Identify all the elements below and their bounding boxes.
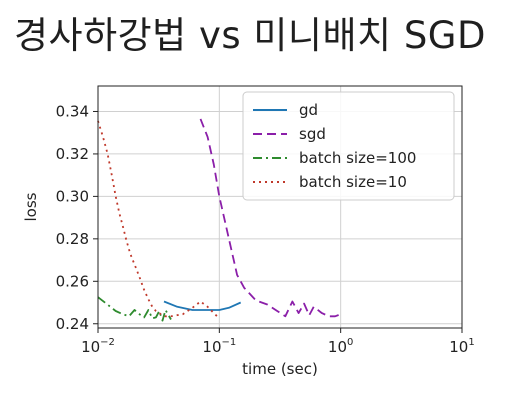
y-axis-label: loss [22,192,40,221]
chart-panel: 10−2 10−1 100 101 0.24 0.26 0.28 0.30 0.32 0.34 t… [0,66,512,400]
series-line-batch-size-100 [97,296,172,322]
plot-frame [97,85,463,329]
x-tick-label: 10−2 [81,337,115,356]
legend-label: batch size=10 [299,173,407,191]
legend-label: gd [299,101,318,119]
x-tick-label: 101 [449,337,474,356]
y-tick-label: 0.32 [56,145,89,163]
y-tick-label: 0.28 [56,230,89,248]
legend: gd sgd batch size=100 batch size=10 [242,91,455,201]
legend-label: sgd [299,125,326,143]
axis-ticks: 10−2 10−1 100 101 0.24 0.26 0.28 0.30 0.32 0.34 [56,102,475,356]
y-tick-label: 0.30 [56,187,89,205]
page-title: 경사하강법 vs 미니배치 SGD [14,14,486,57]
legend-box [242,91,455,201]
y-tick-label: 0.34 [56,102,89,120]
y-tick-label: 0.24 [56,315,89,333]
series-line-sgd [199,118,342,318]
series-lines [97,118,342,322]
loss-vs-time-chart: 10−2 10−1 100 101 0.24 0.26 0.28 0.30 0.32 0.34 t… [22,85,475,378]
legend-label: batch size=100 [299,149,416,167]
x-axis-label: time (sec) [242,360,318,378]
x-tick-label: 100 [328,337,353,356]
series-line-gd [163,300,242,311]
series-line-batch-size-10 [97,120,220,320]
y-tick-label: 0.26 [56,272,89,290]
x-tick-label: 10−1 [202,337,236,356]
